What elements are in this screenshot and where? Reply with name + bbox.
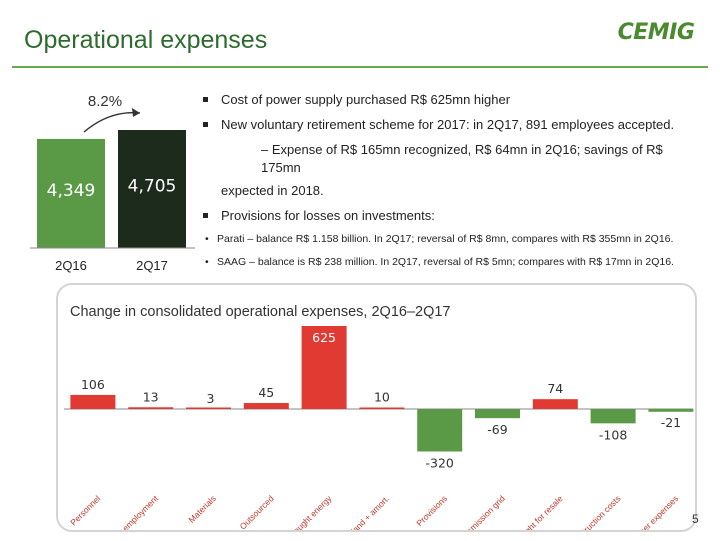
category-label-9: Construction costs [566, 493, 623, 530]
category-label-10: Other expenses [631, 493, 681, 530]
provisions-saag: • SAAG – balance is R$ 238 million. In 2Q… [205, 256, 674, 268]
category-label-7: Transmission grid [453, 493, 507, 530]
title-divider [12, 66, 708, 68]
summary-value-label: 4,349 [47, 181, 96, 201]
category-label-3: Outsourced [238, 493, 276, 530]
summary-bar-chart: 4,349 2Q16 4,705 2Q17 8.2% [30, 93, 195, 273]
logo-wordmark: CEMIG [617, 20, 695, 45]
cemig-logo: CEMIG [617, 18, 695, 52]
change-chart-panel: Change in consolidated operational expen… [56, 283, 697, 541]
bar-10 [648, 409, 694, 412]
category-label-6: Provisions [414, 493, 449, 528]
data-label-3: 45 [258, 385, 274, 400]
bar-6 [417, 409, 463, 452]
bar-4 [301, 326, 347, 409]
bullet-power-supply: Cost of power supply purchased R$ 625mn … [203, 91, 703, 109]
summary-category-label: 2Q16 [55, 258, 87, 273]
provisions-parati: • Parati – balance R$ 1.158 billion. In 2… [205, 233, 674, 245]
data-label-4: 625 [312, 330, 336, 345]
data-label-6: -320 [426, 455, 454, 470]
data-label-5: 10 [374, 390, 390, 405]
chart-title: Change in consolidated operational expen… [70, 304, 451, 320]
bullet-retirement: New voluntary retirement scheme for 2017… [203, 116, 703, 134]
summary-bar-2Q16 [37, 138, 105, 248]
summary-value-label: 4,705 [128, 176, 177, 196]
page-title: Operational expenses [24, 26, 268, 54]
data-label-8: 74 [547, 381, 563, 396]
bar-2 [186, 407, 231, 409]
data-label-2: 3 [207, 391, 215, 406]
growth-arrow [83, 111, 141, 133]
data-label-1: 13 [143, 389, 159, 404]
bar-3 [243, 403, 289, 409]
bar-0 [70, 394, 116, 409]
retirement-detail-line2: expected in 2018. [221, 183, 324, 198]
retirement-detail-line1: – Expense of R$ 165mn recognized, R$ 64m… [261, 142, 663, 175]
bar-8 [532, 399, 578, 409]
category-label-2: Materials [186, 493, 217, 524]
bullet-provisions: Provisions for losses on investments: [203, 207, 703, 225]
summary-category-label: 2Q17 [136, 258, 168, 273]
bullet-list: Cost of power supply purchased R$ 625mn … [203, 91, 703, 270]
bar-9 [590, 409, 636, 424]
category-label-8: Gas bought for resale [500, 493, 565, 530]
summary-bar-2Q17 [118, 130, 186, 248]
growth-arrowhead [132, 108, 140, 117]
change-bar-chart: Change in consolidated operational expen… [64, 304, 694, 541]
data-label-7: -69 [487, 422, 507, 437]
category-label-5: Dep'and + amort. [338, 493, 391, 530]
growth-label: 8.2% [88, 93, 122, 110]
data-label-10: -21 [661, 415, 681, 430]
category-label-4: Bought energy [287, 493, 334, 530]
category-label-1: Post-employment [106, 493, 160, 530]
page-number: 5 [692, 512, 699, 526]
data-label-0: 106 [81, 377, 105, 392]
bar-7 [475, 409, 520, 419]
data-label-9: -108 [599, 427, 627, 442]
category-label-0: Personnel [68, 493, 102, 527]
bar-5 [359, 407, 405, 409]
bar-1 [128, 407, 174, 409]
